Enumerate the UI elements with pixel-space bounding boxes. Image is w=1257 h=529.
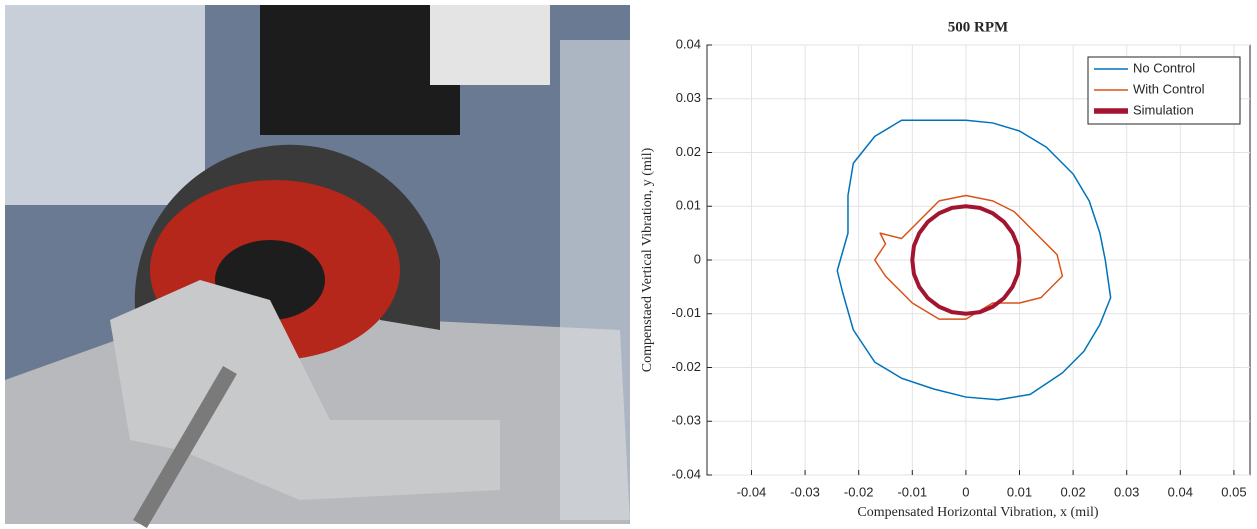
series-line — [836, 119, 1112, 401]
x-tick-label: -0.04 — [737, 484, 767, 499]
photo — [5, 5, 630, 529]
y-tick-label: 0.01 — [676, 198, 701, 213]
legend-label: With Control — [1133, 81, 1205, 96]
photo-shaft — [133, 365, 237, 529]
y-tick-label: 0.03 — [676, 90, 701, 105]
y-tick-label: 0.04 — [676, 36, 701, 51]
legend-label: Simulation — [1133, 102, 1194, 117]
y-tick-label: -0.04 — [671, 466, 701, 481]
photo-card — [5, 5, 205, 205]
series-line — [874, 194, 1064, 320]
y-tick-label: -0.03 — [671, 413, 701, 428]
y-axis-label: Compenstaed Vertical Vibration, y (mil) — [640, 147, 655, 372]
x-tick-label: -0.01 — [897, 484, 927, 499]
x-tick-label: 0.02 — [1060, 484, 1085, 499]
x-tick-label: -0.02 — [844, 484, 874, 499]
y-tick-label: -0.02 — [671, 359, 701, 374]
y-tick-label: 0 — [694, 251, 701, 266]
x-axis-label: Compensated Horizontal Vibration, x (mil… — [857, 505, 1098, 520]
x-tick-label: 0.04 — [1168, 484, 1193, 499]
lines — [836, 119, 1112, 401]
y-tick-label: 0.02 — [676, 144, 701, 159]
photo-label — [430, 5, 550, 85]
photo-motor — [260, 5, 460, 135]
x-tick-label: 0.01 — [1007, 484, 1032, 499]
y-tick-label: -0.01 — [671, 305, 701, 320]
x-tick-label: -0.03 — [790, 484, 820, 499]
chart-title: 500 RPM — [948, 19, 1008, 35]
x-tick-label: 0 — [962, 484, 969, 499]
x-tick-label: 0.03 — [1114, 484, 1139, 499]
series-line — [910, 204, 1022, 316]
legend: No Control With Control Simulation — [1087, 56, 1241, 125]
photo-acrylic — [560, 40, 630, 520]
ticks: -0.04 -0.03 -0.02 -0.01 0 0.01 0.02 0.03 0.04 0.0… — [671, 36, 1246, 499]
photo-bracket — [110, 280, 500, 500]
x-tick-label: 0.05 — [1221, 484, 1246, 499]
legend-label: No Control — [1133, 60, 1195, 75]
